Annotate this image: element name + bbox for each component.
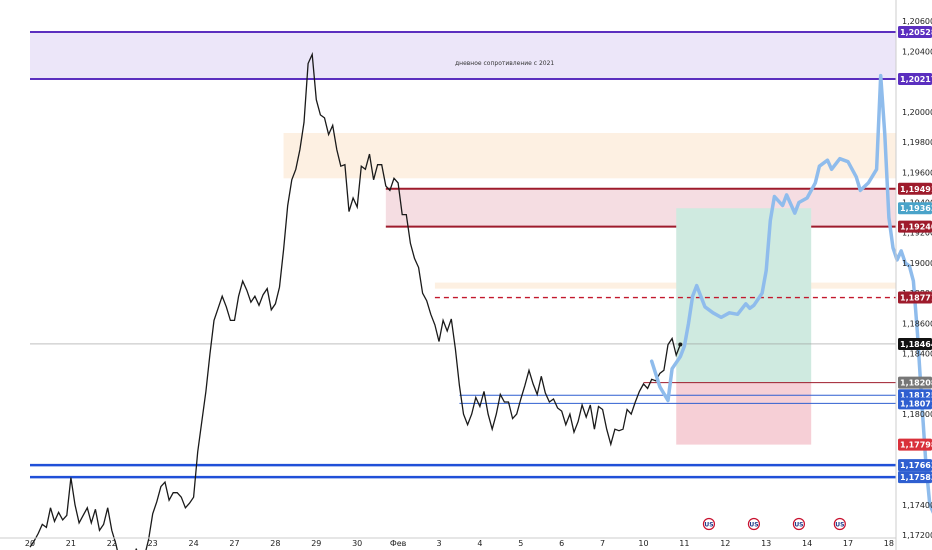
price-tag	[898, 26, 932, 39]
y-tick-label: 1,19800	[902, 138, 932, 147]
projection-layer	[649, 73, 932, 514]
last-price-point	[678, 342, 683, 347]
time-axis[interactable]: 20 21 22 23 24 27 28 29 30 Фев 3 4 5 6 7 10 11 12 13 14 17 18	[0, 537, 896, 548]
level-layer	[30, 296, 896, 479]
purple-zone	[30, 32, 896, 80]
projection-line	[649, 73, 932, 514]
us-flag-label: US	[835, 522, 844, 529]
price-tag	[898, 459, 932, 472]
orange-zone	[283, 132, 897, 179]
price-tag	[898, 73, 932, 86]
y-tick-label: 1,18600	[902, 319, 932, 328]
x-tick-label: 14	[802, 539, 812, 548]
price-tag-label: 1,18125	[900, 391, 932, 400]
x-tick-label: 27	[229, 539, 239, 548]
y-tick-label: 1,19000	[902, 259, 932, 268]
x-tick-label: 10	[638, 539, 648, 548]
zone-note: дневное сопротивление с 2021	[455, 60, 554, 67]
us-flag-label: US	[794, 522, 803, 529]
x-tick-label: 22	[107, 539, 117, 548]
x-tick-label: 17	[843, 539, 853, 548]
us-flag-icon	[833, 517, 846, 531]
x-tick-label: 29	[311, 539, 321, 548]
x-tick-label: 4	[477, 539, 482, 548]
events-layer[interactable]: US US US US	[702, 517, 846, 531]
price-tag	[898, 376, 932, 389]
y-tick-label: 1,20600	[902, 17, 932, 26]
x-tick-label: 30	[352, 539, 362, 548]
y-tick-label: 1,20000	[902, 108, 932, 117]
y-tick-label: 1,20400	[902, 47, 932, 56]
price-tag-label: 1,19240	[900, 223, 932, 232]
price-tag	[898, 182, 932, 195]
price-tag-label: 1,17662	[900, 461, 932, 470]
x-tick-label: 13	[761, 539, 771, 548]
tp-zone	[676, 208, 812, 383]
price-tag	[898, 291, 932, 304]
x-tick-label: 7	[600, 539, 605, 548]
x-tick-label: 20	[25, 539, 35, 548]
sl-zone	[676, 382, 812, 445]
x-tick-label: 24	[189, 539, 199, 548]
price-tag-label: 1,17798	[900, 441, 932, 450]
x-tick-label: 11	[679, 539, 689, 548]
price-tag-label: 1,17583	[900, 473, 932, 482]
x-tick-label: 5	[518, 539, 523, 548]
price-tag-label: 1,20528	[900, 28, 932, 37]
us-flag-icon	[792, 517, 806, 531]
price-tag-label: 1,20217	[900, 75, 932, 84]
price-tag-label: 1,19362	[900, 204, 932, 213]
x-tick-label: 23	[148, 539, 158, 548]
price-tag	[898, 220, 932, 233]
price-tag	[898, 337, 932, 350]
x-tick-label: 18	[884, 539, 894, 548]
price-tag	[898, 202, 932, 215]
price-tag	[898, 397, 932, 410]
x-tick-label: 12	[720, 539, 730, 548]
price-layer	[29, 51, 683, 550]
us-flag-label: US	[704, 522, 713, 529]
y-tick-label: 1,18000	[902, 410, 932, 419]
x-tick-label: Фев	[390, 539, 407, 548]
price-line	[29, 51, 681, 550]
us-flag-icon	[747, 517, 761, 531]
x-tick-label: 28	[270, 539, 280, 548]
price-tag-label: 1,18464	[900, 340, 932, 349]
price-tag-label: 1,18208	[900, 379, 932, 388]
y-tick-label: 1,18400	[902, 350, 932, 359]
red-zone	[385, 188, 896, 227]
us-flag-icon	[702, 517, 716, 531]
price-tag	[898, 471, 932, 484]
y-tick-label: 1,19600	[902, 168, 932, 177]
y-tick-label: 1,17400	[902, 501, 932, 510]
orange-thin-zone	[434, 282, 896, 289]
us-flag-label: US	[749, 522, 758, 529]
y-tick-label: 1,17200	[902, 531, 932, 540]
annotation-layer: дневное сопротивление с 2021	[455, 60, 554, 67]
price-tag	[898, 438, 932, 451]
y-tick-label: 1,19200	[902, 229, 932, 238]
price-axis[interactable]: 1,20600 1,20400 1,20000 1,19800 1,19600 1,194…	[895, 0, 932, 550]
x-tick-label: 3	[436, 539, 441, 548]
x-tick-label: 6	[559, 539, 564, 548]
x-tick-label: 21	[66, 539, 76, 548]
